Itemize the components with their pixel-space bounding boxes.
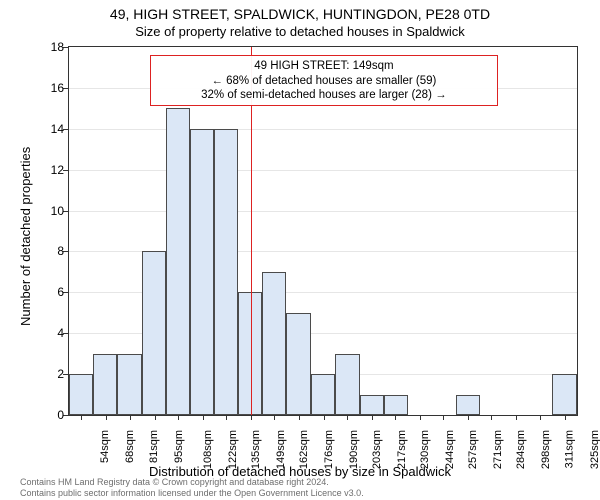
gridline-h	[69, 170, 577, 171]
histogram-bar	[142, 251, 166, 415]
x-tick-mark	[226, 415, 227, 420]
x-tick-label: 190sqm	[348, 430, 360, 469]
histogram-bar	[552, 374, 577, 415]
x-tick-label: 54sqm	[100, 430, 112, 463]
histogram-bar	[456, 395, 480, 415]
x-tick-mark	[491, 415, 492, 420]
chart-container: 49, HIGH STREET, SPALDWICK, HUNTINGDON, …	[0, 0, 600, 500]
x-tick-label: 81sqm	[148, 430, 160, 463]
chart-title-line2: Size of property relative to detached ho…	[0, 24, 600, 39]
histogram-bar	[335, 354, 359, 415]
annotation-line3: 32% of semi-detached houses are larger (…	[157, 88, 491, 102]
footer-line1: Contains HM Land Registry data © Crown c…	[20, 477, 364, 487]
histogram-bar	[360, 395, 384, 415]
y-tick-label: 18	[34, 40, 64, 54]
histogram-bar	[311, 374, 335, 415]
histogram-bar	[166, 108, 190, 415]
x-tick-label: 203sqm	[371, 430, 383, 469]
x-tick-label: 244sqm	[444, 430, 456, 469]
x-tick-mark	[178, 415, 179, 420]
plot-area: 49 HIGH STREET: 149sqm← 68% of detached …	[68, 46, 578, 416]
annotation-box: 49 HIGH STREET: 149sqm← 68% of detached …	[150, 55, 498, 106]
x-tick-mark	[468, 415, 469, 420]
histogram-bar	[214, 129, 238, 415]
y-tick-label: 10	[34, 204, 64, 218]
x-tick-mark	[130, 415, 131, 420]
x-tick-mark	[420, 415, 421, 420]
x-tick-label: 108sqm	[202, 430, 214, 469]
histogram-bar	[384, 395, 408, 415]
y-tick-label: 0	[34, 408, 64, 422]
footer-line2: Contains public sector information licen…	[20, 488, 364, 498]
x-tick-label: 271sqm	[492, 430, 504, 469]
x-tick-label: 284sqm	[516, 430, 528, 469]
x-tick-mark	[251, 415, 252, 420]
x-tick-mark	[372, 415, 373, 420]
x-tick-mark	[155, 415, 156, 420]
x-tick-mark	[395, 415, 396, 420]
gridline-h	[69, 211, 577, 212]
x-tick-label: 217sqm	[396, 430, 408, 469]
x-tick-mark	[274, 415, 275, 420]
chart-title-line1: 49, HIGH STREET, SPALDWICK, HUNTINGDON, …	[0, 6, 600, 22]
x-tick-mark	[81, 415, 82, 420]
x-tick-label: 68sqm	[124, 430, 136, 463]
y-tick-label: 6	[34, 285, 64, 299]
x-tick-mark	[565, 415, 566, 420]
x-tick-mark	[106, 415, 107, 420]
x-tick-label: 325sqm	[589, 430, 600, 469]
y-tick-label: 4	[34, 326, 64, 340]
x-tick-label: 298sqm	[541, 430, 553, 469]
x-tick-label: 149sqm	[275, 430, 287, 469]
x-tick-mark	[203, 415, 204, 420]
x-tick-mark	[443, 415, 444, 420]
y-tick-label: 16	[34, 81, 64, 95]
x-tick-label: 230sqm	[419, 430, 431, 469]
x-tick-mark	[299, 415, 300, 420]
x-tick-mark	[540, 415, 541, 420]
x-tick-mark	[347, 415, 348, 420]
histogram-bar	[262, 272, 286, 415]
histogram-bar	[93, 354, 117, 415]
x-tick-label: 176sqm	[323, 430, 335, 469]
x-tick-label: 311sqm	[563, 430, 575, 468]
x-tick-label: 95sqm	[173, 430, 185, 463]
y-tick-label: 14	[34, 122, 64, 136]
x-tick-label: 162sqm	[298, 430, 310, 469]
gridline-h	[69, 129, 577, 130]
histogram-bar	[117, 354, 142, 415]
annotation-line1: 49 HIGH STREET: 149sqm	[157, 59, 491, 73]
y-axis-label: Number of detached properties	[18, 147, 33, 326]
y-tick-label: 2	[34, 367, 64, 381]
histogram-bar	[190, 129, 214, 415]
footer-attribution: Contains HM Land Registry data © Crown c…	[20, 477, 364, 498]
x-tick-mark	[324, 415, 325, 420]
annotation-line2: ← 68% of detached houses are smaller (59…	[157, 74, 491, 88]
histogram-bar	[286, 313, 311, 415]
x-tick-label: 135sqm	[250, 430, 262, 469]
x-tick-label: 257sqm	[467, 430, 479, 469]
x-tick-label: 122sqm	[227, 430, 239, 469]
y-tick-label: 8	[34, 244, 64, 258]
y-tick-label: 12	[34, 163, 64, 177]
x-tick-mark	[516, 415, 517, 420]
histogram-bar	[69, 374, 93, 415]
